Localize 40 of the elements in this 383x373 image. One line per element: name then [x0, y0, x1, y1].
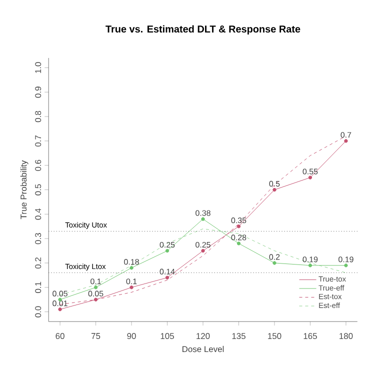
point	[272, 261, 276, 265]
point	[130, 266, 134, 270]
x-tick-label: 105	[160, 333, 174, 340]
x-tick-label: 150	[268, 333, 282, 340]
x-tick-label: 90	[127, 333, 136, 340]
x-tick-label: 180	[340, 333, 353, 340]
point	[165, 276, 170, 280]
y-tick-label: 0.7	[35, 135, 42, 147]
point	[94, 298, 98, 302]
chart-title: True vs. Estimated DLT & Response Rate	[106, 25, 300, 35]
point	[201, 248, 205, 253]
point	[344, 264, 348, 268]
y-tick-label: 0.5	[35, 184, 42, 196]
x-tick-label: 135	[232, 333, 246, 340]
y-tick-label: 1.0	[35, 62, 42, 73]
point	[201, 217, 205, 221]
point	[165, 248, 170, 253]
y-tick-label: 0.9	[35, 86, 42, 98]
y-tick-label: 0.2	[35, 258, 42, 269]
x-tick-label: 60	[56, 333, 64, 340]
x-axis-title: Dose Level	[182, 346, 224, 352]
y-tick-label: 0.0	[35, 306, 42, 318]
y-axis-title: True Probability	[20, 160, 28, 220]
x-tick-label: 165	[304, 333, 317, 340]
point	[344, 139, 348, 143]
point	[236, 224, 241, 228]
point	[130, 286, 134, 290]
x-tick-label: 120	[196, 333, 210, 340]
point	[58, 308, 62, 312]
point	[308, 176, 312, 180]
y-tick-label: 0.1	[35, 282, 42, 293]
y-tick-label: 0.3	[35, 233, 42, 244]
y-tick-label: 0.8	[35, 111, 42, 122]
y-tick-label: 0.4	[35, 208, 42, 220]
point	[308, 264, 312, 268]
point	[272, 188, 276, 192]
point	[236, 242, 241, 246]
y-tick-label: 0.6	[35, 160, 42, 171]
point	[94, 286, 98, 290]
x-tick-label: 75	[92, 333, 100, 339]
